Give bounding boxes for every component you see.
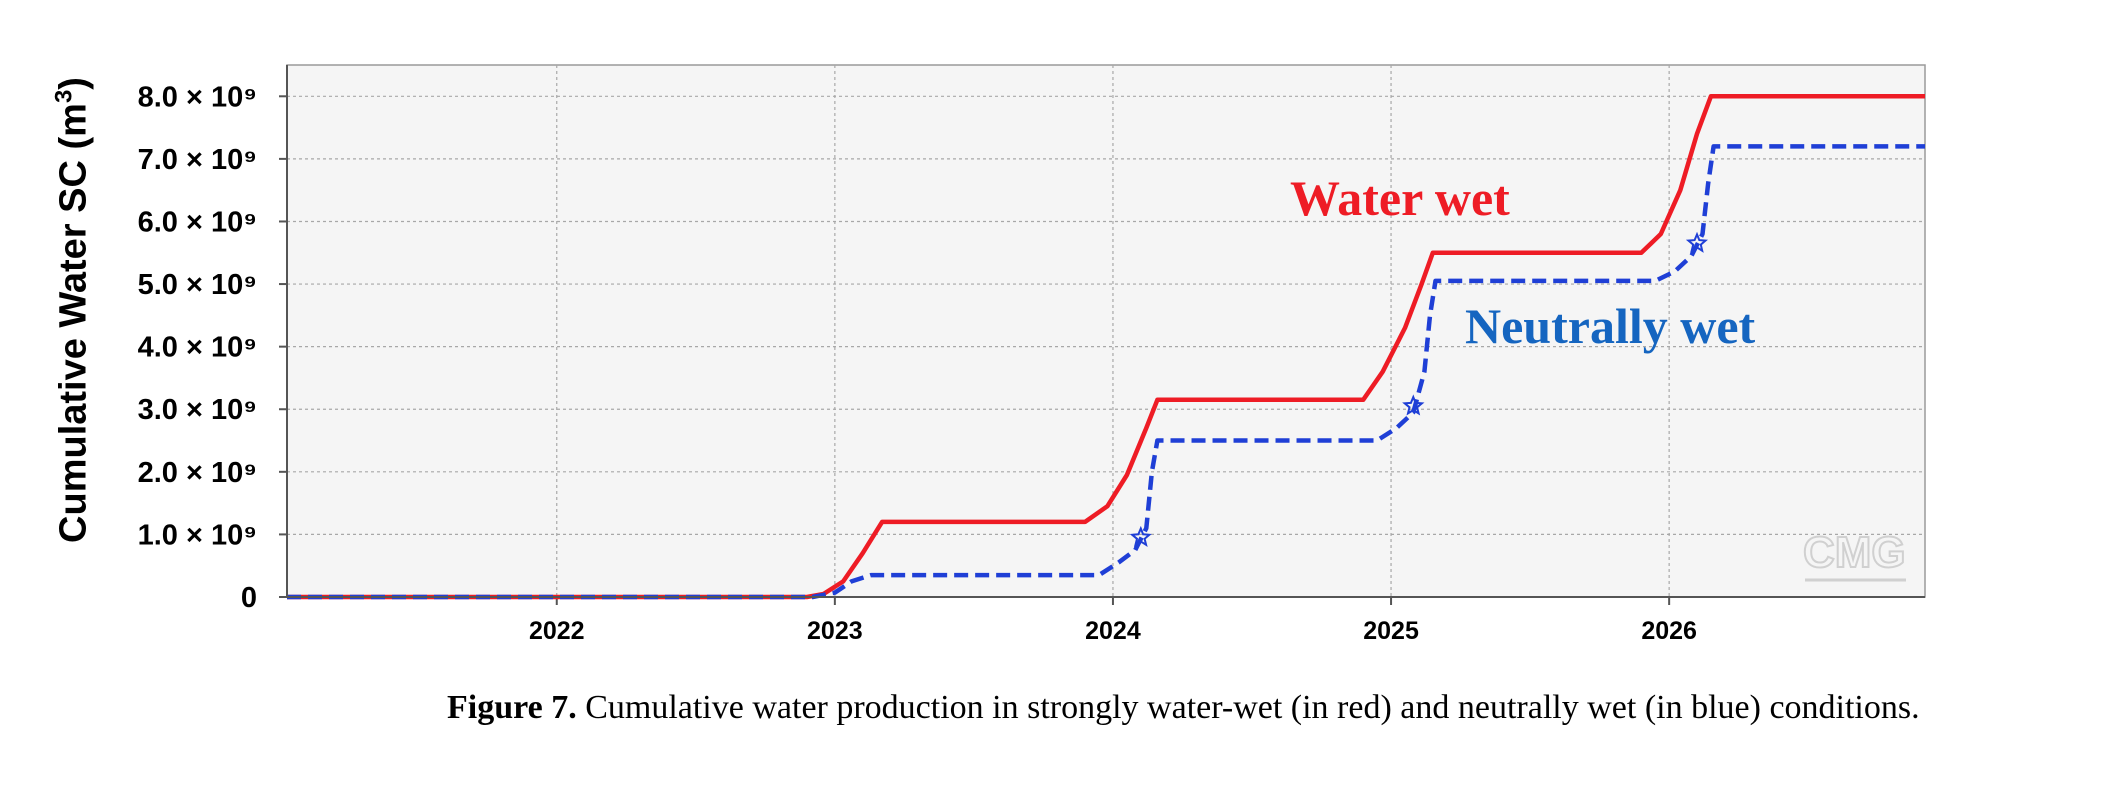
star-marker <box>1685 231 1708 253</box>
y-tick-label: 2.0 × 10⁹ <box>138 457 257 489</box>
y-tick-label: 6.0 × 10⁹ <box>138 206 257 238</box>
figure-caption: Figure 7. Cumulative water production in… <box>447 682 2087 734</box>
series-line-neutrally-wet <box>287 144 1925 600</box>
series-line-water-wet <box>287 94 1925 600</box>
x-axis-ticks: 2022 2023 2024 2025 2026 <box>529 597 1697 645</box>
x-tick-label: 2025 <box>1363 617 1419 645</box>
x-tick-label: 2023 <box>807 617 863 645</box>
x-tick-label: 2026 <box>1641 617 1697 645</box>
x-tick-label: 2022 <box>529 617 585 645</box>
y-tick-label: 8.0 × 10⁹ <box>138 81 257 113</box>
annotation-water-wet: Water wet <box>1290 170 1510 226</box>
y-tick-label: 1.0 × 10⁹ <box>138 519 257 551</box>
caption-label: Figure 7. <box>447 689 577 726</box>
y-axis-ticks: 0 1.0 × 10⁹ 2.0 × 10⁹ 3.0 × 10⁹ 4.0 × 10⁹ 5.0… <box>138 81 287 614</box>
y-tick-label: 3.0 × 10⁹ <box>138 394 257 426</box>
y-tick-label: 0 <box>241 582 257 614</box>
chart: 0 1.0 × 10⁹ 2.0 × 10⁹ 3.0 × 10⁹ 4.0 × 10⁹ 5.0… <box>138 64 1926 645</box>
annotation-neutrally-wet: Neutrally wet <box>1465 298 1756 354</box>
y-tick-label: 4.0 × 10⁹ <box>138 332 257 364</box>
star-marker <box>1402 394 1425 416</box>
y-tick-label: 5.0 × 10⁹ <box>138 269 257 301</box>
grid <box>287 65 1925 597</box>
caption-text: Cumulative water production in strongly … <box>576 689 1920 726</box>
x-tick-label: 2024 <box>1085 617 1141 645</box>
star-marker <box>1129 525 1152 547</box>
cmg-watermark: CMG <box>1803 528 1906 577</box>
y-tick-label: 7.0 × 10⁹ <box>138 144 257 176</box>
series-group <box>287 94 1925 600</box>
